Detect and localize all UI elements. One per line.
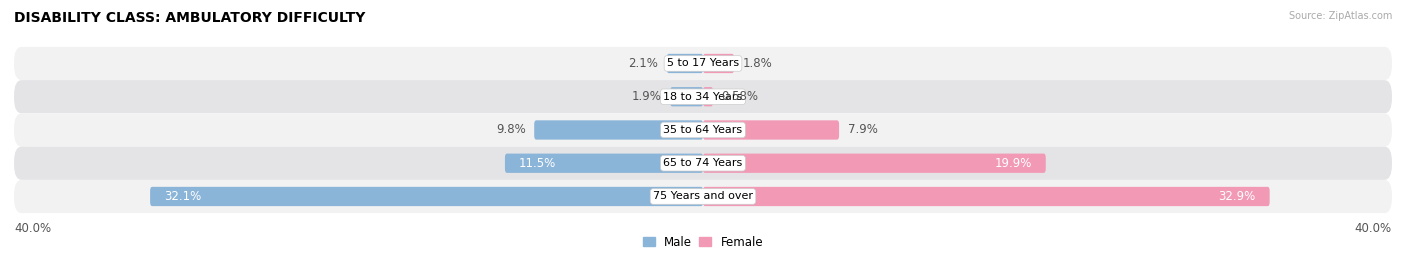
FancyBboxPatch shape (14, 180, 1392, 213)
FancyBboxPatch shape (671, 87, 703, 106)
FancyBboxPatch shape (703, 87, 713, 106)
Text: 2.1%: 2.1% (628, 57, 658, 70)
Text: 75 Years and over: 75 Years and over (652, 191, 754, 202)
Text: 18 to 34 Years: 18 to 34 Years (664, 92, 742, 102)
Text: 32.1%: 32.1% (165, 190, 201, 203)
Text: 40.0%: 40.0% (14, 222, 51, 235)
Text: 7.9%: 7.9% (848, 124, 877, 136)
FancyBboxPatch shape (14, 47, 1392, 80)
FancyBboxPatch shape (703, 120, 839, 140)
Text: 35 to 64 Years: 35 to 64 Years (664, 125, 742, 135)
FancyBboxPatch shape (703, 154, 1046, 173)
Legend: Male, Female: Male, Female (638, 231, 768, 253)
Text: 11.5%: 11.5% (519, 157, 555, 170)
FancyBboxPatch shape (14, 113, 1392, 147)
Text: Source: ZipAtlas.com: Source: ZipAtlas.com (1288, 11, 1392, 21)
FancyBboxPatch shape (150, 187, 703, 206)
FancyBboxPatch shape (14, 147, 1392, 180)
FancyBboxPatch shape (703, 54, 734, 73)
Text: 19.9%: 19.9% (994, 157, 1032, 170)
FancyBboxPatch shape (666, 54, 703, 73)
Text: 1.8%: 1.8% (742, 57, 772, 70)
FancyBboxPatch shape (505, 154, 703, 173)
Text: 65 to 74 Years: 65 to 74 Years (664, 158, 742, 168)
Text: DISABILITY CLASS: AMBULATORY DIFFICULTY: DISABILITY CLASS: AMBULATORY DIFFICULTY (14, 11, 366, 25)
Text: 32.9%: 32.9% (1219, 190, 1256, 203)
Text: 5 to 17 Years: 5 to 17 Years (666, 58, 740, 69)
Text: 9.8%: 9.8% (496, 124, 526, 136)
Text: 0.58%: 0.58% (721, 90, 759, 103)
Text: 40.0%: 40.0% (1355, 222, 1392, 235)
FancyBboxPatch shape (703, 187, 1270, 206)
Text: 1.9%: 1.9% (631, 90, 662, 103)
FancyBboxPatch shape (534, 120, 703, 140)
FancyBboxPatch shape (14, 80, 1392, 113)
